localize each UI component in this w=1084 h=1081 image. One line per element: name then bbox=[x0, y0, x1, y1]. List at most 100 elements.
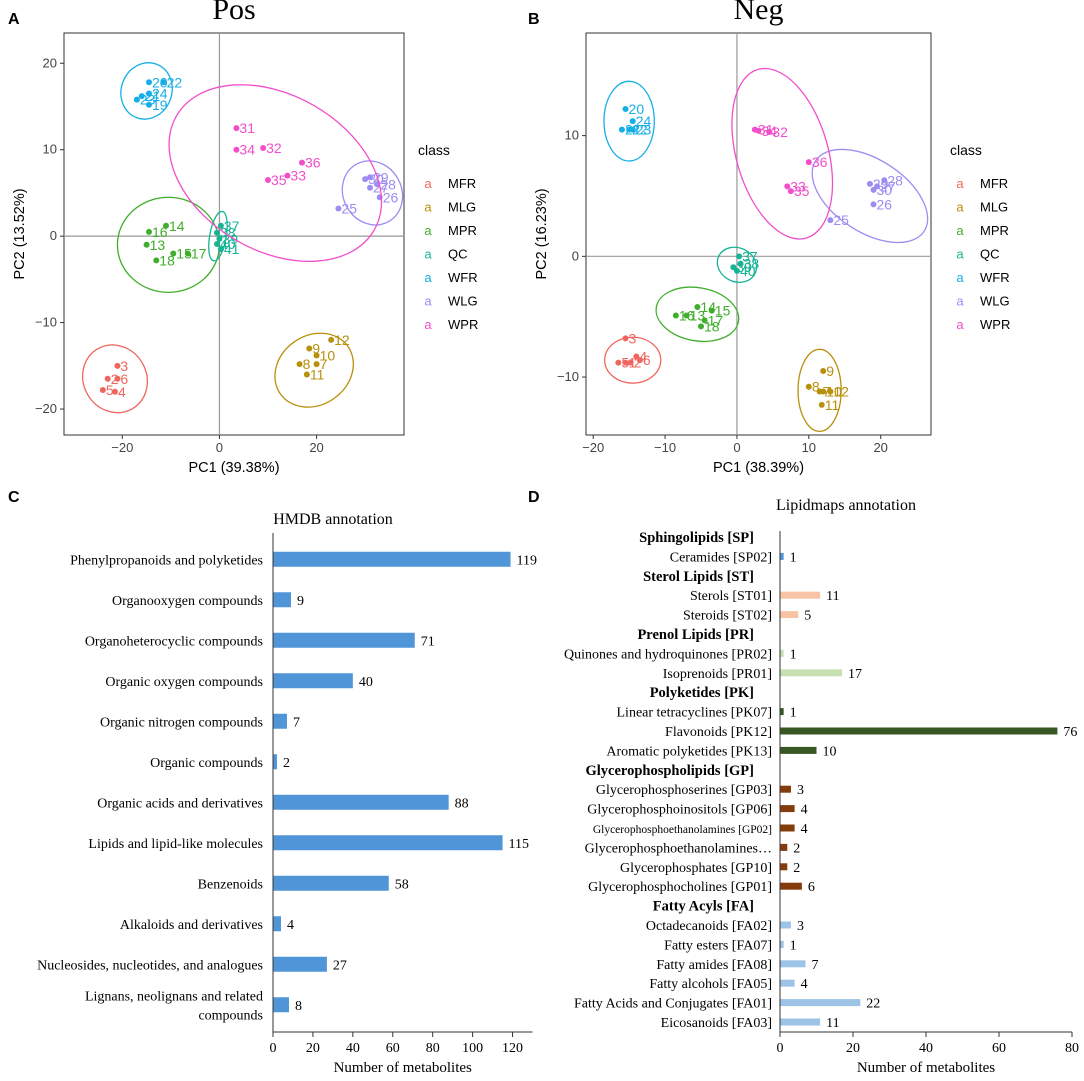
legend-key-wfr: a bbox=[956, 270, 964, 285]
point-label: 11 bbox=[825, 397, 840, 413]
category-label: Fatty amides [FA08] bbox=[656, 958, 772, 973]
point-label: 8 bbox=[303, 356, 311, 372]
point-label: 24 bbox=[636, 113, 652, 129]
confidence-ellipse-qc bbox=[208, 210, 228, 262]
chart-title: Pos bbox=[212, 0, 255, 26]
point-label: 6 bbox=[643, 352, 651, 368]
bar bbox=[780, 785, 791, 793]
panel-letter-b: B bbox=[528, 11, 540, 28]
bar bbox=[780, 552, 784, 560]
y-axis-label: PC2 (16.23%) bbox=[534, 188, 550, 279]
bar bbox=[273, 632, 415, 648]
point-label: 10 bbox=[320, 347, 336, 363]
bar-value-label: 40 bbox=[359, 675, 373, 690]
data-point-mpr bbox=[701, 317, 708, 324]
point-label: 37 bbox=[224, 218, 240, 234]
bar bbox=[780, 805, 795, 813]
data-point-mpr bbox=[672, 312, 679, 319]
bar-value-label: 88 bbox=[455, 796, 469, 811]
data-point-mlg bbox=[296, 361, 303, 368]
category-label: Organoheterocyclic compounds bbox=[85, 634, 263, 649]
point-label: 28 bbox=[887, 172, 903, 188]
pca-pos-chart: Pos −20 0 20 −20 −10 0 10 20 PC1 (39.38%) PC2 (13.… bbox=[12, 0, 478, 476]
point-label: 38 bbox=[220, 225, 236, 241]
point-label: 14 bbox=[169, 218, 185, 234]
point-label: 26 bbox=[877, 196, 893, 212]
category-label: Ceramides [SP02] bbox=[670, 550, 772, 565]
data-point-wfr bbox=[146, 79, 152, 86]
data-point-mlg bbox=[805, 383, 812, 390]
point-label: 8 bbox=[812, 379, 820, 395]
data-point-mfr bbox=[99, 387, 106, 394]
data-point-mfr bbox=[104, 375, 111, 382]
category-label: Organooxygen compounds bbox=[112, 594, 263, 609]
category-group-header: Polyketides [PK] bbox=[650, 685, 754, 701]
bar-value-label: 2 bbox=[283, 756, 290, 771]
x-tick-label: 10 bbox=[802, 440, 816, 455]
data-point-qc bbox=[217, 246, 224, 253]
bar bbox=[780, 843, 788, 851]
data-point-mpr bbox=[170, 250, 177, 257]
confidence-ellipse-wlg bbox=[341, 160, 404, 226]
point-label: 12 bbox=[334, 332, 350, 348]
x-tick-label: 80 bbox=[426, 1041, 440, 1056]
data-point-qc bbox=[217, 222, 224, 229]
category-label: Octadecanoids [FA02] bbox=[646, 919, 772, 934]
legend-title: class bbox=[418, 142, 450, 158]
y-axis-label: PC2 (13.52%) bbox=[12, 188, 28, 279]
category-label: Glycerophosphates [GP10] bbox=[620, 861, 772, 876]
confidence-ellipse-wfr bbox=[120, 62, 173, 120]
legend-key-wlg: a bbox=[956, 294, 964, 309]
confidence-ellipse-mlg bbox=[274, 332, 354, 408]
bar bbox=[273, 794, 449, 810]
data-point-mfr bbox=[615, 359, 622, 366]
bar bbox=[780, 649, 784, 657]
bar-value-label: 1 bbox=[790, 647, 797, 662]
data-point-mfr bbox=[622, 335, 629, 342]
point-label: 15 bbox=[715, 303, 731, 319]
point-label: 13 bbox=[690, 307, 706, 323]
point-label: 27 bbox=[373, 180, 389, 196]
point-label: 33 bbox=[290, 168, 306, 184]
x-axis-label: PC1 (38.39%) bbox=[713, 460, 804, 476]
point-label: 39 bbox=[736, 259, 752, 275]
data-point-mfr bbox=[114, 362, 121, 369]
bar bbox=[273, 956, 327, 972]
data-point-mpr bbox=[698, 323, 704, 330]
bar bbox=[273, 997, 289, 1013]
category-label: Sterols [ST01] bbox=[690, 589, 772, 604]
point-label: 23 bbox=[636, 122, 652, 138]
y-tick-label: −10 bbox=[557, 369, 579, 384]
legend-key-qc: a bbox=[424, 247, 432, 262]
data-point-mfr bbox=[114, 375, 121, 382]
x-tick-label: 0 bbox=[216, 440, 223, 455]
point-label: 9 bbox=[826, 363, 834, 379]
bar-value-label: 1 bbox=[790, 938, 797, 953]
data-point-wfr bbox=[146, 101, 152, 108]
category-label: Nucleosides, nucleotides, and analogues bbox=[37, 958, 263, 973]
chart-title: Neg bbox=[734, 0, 784, 26]
category-group-header: Fatty Acyls [FA] bbox=[653, 899, 754, 915]
point-label: 12 bbox=[833, 384, 849, 400]
data-point-qc bbox=[214, 240, 220, 247]
category-label: Fatty alcohols [FA05] bbox=[649, 977, 772, 992]
x-axis-label: Number of metabolites bbox=[334, 1060, 472, 1076]
bar bbox=[273, 551, 511, 567]
bar-value-label: 4 bbox=[801, 977, 808, 992]
data-point-wpr bbox=[766, 128, 773, 135]
bar bbox=[780, 727, 1058, 735]
bar bbox=[273, 835, 503, 851]
legend-key-mlg: a bbox=[956, 200, 964, 215]
category-label: Organic oxygen compounds bbox=[105, 675, 263, 690]
panel-letter-d: D bbox=[528, 489, 540, 506]
point-label: 32 bbox=[266, 140, 282, 156]
legend-key-mpr: a bbox=[956, 223, 964, 238]
category-label: Flavonoids [PK12] bbox=[665, 725, 772, 740]
legend-key-mfr: a bbox=[956, 176, 964, 191]
point-label: 26 bbox=[383, 189, 399, 205]
point-label: 21 bbox=[145, 88, 161, 104]
data-point-wpr bbox=[787, 188, 794, 195]
category-label: Organic compounds bbox=[150, 756, 263, 771]
x-tick-label: 60 bbox=[992, 1041, 1006, 1056]
